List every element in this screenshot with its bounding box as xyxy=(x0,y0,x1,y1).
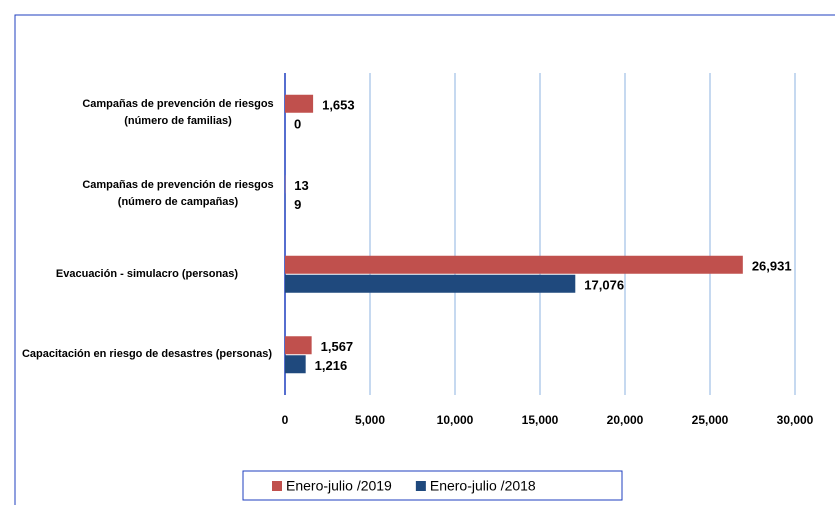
x-tick-label: 20,000 xyxy=(607,413,644,427)
data-label: 1,653 xyxy=(322,98,355,113)
data-label: 1,216 xyxy=(315,358,348,373)
data-label: 17,076 xyxy=(584,278,624,293)
bar xyxy=(285,336,312,355)
legend-label: Enero-julio /2019 xyxy=(286,478,392,494)
chart-frame xyxy=(14,14,835,505)
category-label: Campañas de prevención de riesgos (númer… xyxy=(82,98,274,128)
legend-box xyxy=(242,470,623,501)
data-label: 0 xyxy=(294,117,301,132)
x-tick-label: 15,000 xyxy=(522,413,559,427)
x-tick-label: 5,000 xyxy=(355,413,385,427)
category-label: Capacitación en riesgo de desastres (per… xyxy=(21,348,273,361)
category-label: Campañas de prevención de riesgos (númer… xyxy=(82,178,274,208)
bar xyxy=(285,274,576,293)
data-label: 26,931 xyxy=(752,259,792,274)
bar xyxy=(285,255,743,274)
x-tick-label: 30,000 xyxy=(777,413,814,427)
x-tick-label: 25,000 xyxy=(692,413,729,427)
legend-swatch xyxy=(415,481,426,491)
legend-label: Enero-julio /2018 xyxy=(430,478,536,494)
data-label: 13 xyxy=(294,178,308,193)
data-label: 1,567 xyxy=(321,339,354,354)
bar xyxy=(285,94,314,113)
category-label: Evacuación - simulacro (personas) xyxy=(55,267,239,280)
data-label: 9 xyxy=(294,197,301,212)
x-tick-label: 10,000 xyxy=(437,413,474,427)
bar xyxy=(285,355,306,374)
x-tick-label: 0 xyxy=(282,413,289,427)
legend-swatch xyxy=(272,481,282,491)
